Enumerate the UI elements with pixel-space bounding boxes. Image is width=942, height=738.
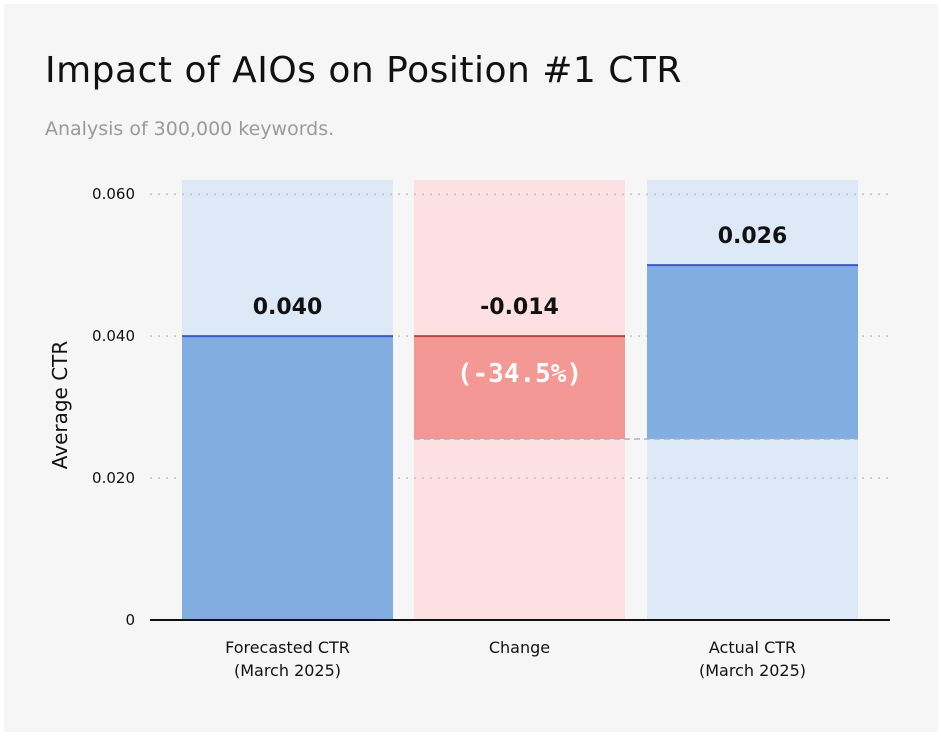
y-tick-label: 0.020	[92, 469, 135, 487]
data-label: -0.014	[480, 295, 559, 320]
category-label: (March 2025)	[699, 661, 806, 680]
bar-1	[414, 336, 625, 440]
bar-2	[647, 265, 858, 440]
y-tick-label: 0	[125, 611, 135, 629]
category-label: Change	[489, 638, 550, 657]
data-label: 0.040	[253, 295, 323, 320]
bar-0	[182, 336, 393, 620]
category-label: (March 2025)	[234, 661, 341, 680]
y-tick-label: 0.040	[92, 327, 135, 345]
y-tick-label: 0.060	[92, 185, 135, 203]
chart-subtitle: Analysis of 300,000 keywords.	[45, 118, 335, 140]
category-label: Forecasted CTR	[225, 638, 350, 657]
data-label: 0.026	[718, 224, 788, 249]
category-label: Actual CTR	[709, 638, 796, 657]
chart-title: Impact of AIOs on Position #1 CTR	[45, 50, 682, 91]
y-axis-label: Average CTR	[48, 341, 72, 470]
percent-change-label: (-34.5%)	[457, 359, 582, 389]
